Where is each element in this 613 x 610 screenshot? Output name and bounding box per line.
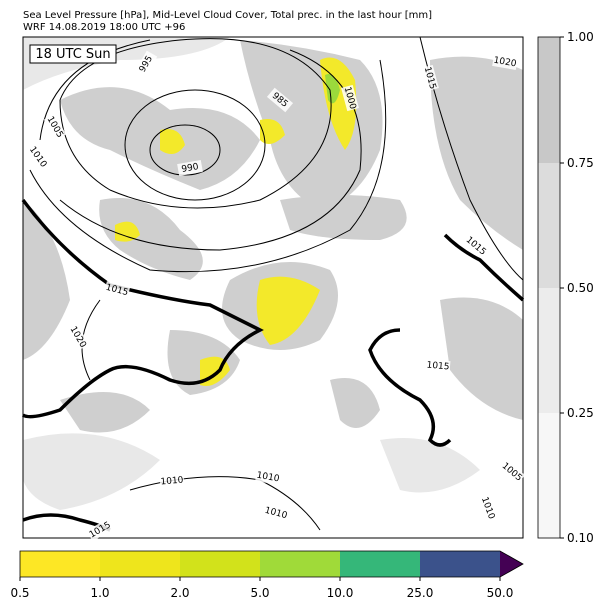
colorbar-extend: [500, 551, 523, 577]
colorbar-tick-label: 0.25: [567, 406, 594, 420]
colorbar-segment: [538, 288, 560, 413]
contour-label-bg: [262, 504, 290, 522]
contour-label: 990: [181, 162, 200, 175]
colorbar-tick-label: 50.0: [487, 586, 514, 600]
colorbar-tick-label: 0.10: [567, 531, 594, 545]
colorbar-tick-label: 10.0: [327, 586, 354, 600]
colorbar-segment: [538, 163, 560, 288]
contour-label-bg: [159, 473, 185, 489]
contour-label-bg: [341, 84, 359, 112]
contour-label-bg: [26, 143, 50, 171]
contour-label-bg: [103, 281, 131, 299]
colorbar-segment: [260, 551, 340, 577]
contour-label-bg: [266, 87, 294, 113]
contour-label-bg: [86, 518, 114, 542]
colorbar-tick-label: 0.50: [567, 281, 594, 295]
title-line: WRF 14.08.2019 18:00 UTC +96: [23, 22, 185, 33]
colorbar-tick-label: 0.5: [10, 586, 29, 600]
contour-label-bg: [492, 54, 518, 70]
colorbar-tick-label: 1.00: [567, 30, 594, 44]
map-frame: [22, 36, 524, 539]
contour-label-bg: [462, 233, 490, 259]
contour-label-bg: [134, 50, 158, 78]
time-label-box: [29, 44, 117, 64]
colorbar-segment: [538, 37, 560, 163]
colorbar-segment: [20, 551, 100, 577]
contour-label-bg: [421, 64, 439, 92]
colorbar-tick-label: 2.0: [170, 586, 189, 600]
contour-label: 1010: [160, 475, 184, 487]
map-panel: 18 UTC Sun: [21, 36, 525, 539]
contour-label-bg: [478, 494, 498, 522]
contour-label: 1010: [256, 471, 281, 485]
colorbar-segment: [100, 551, 180, 577]
colorbar-frame: [19, 550, 524, 578]
colorbar-bottom: [19, 550, 524, 578]
title-line: Sea Level Pressure [hPa], Mid-Level Clou…: [23, 10, 432, 21]
colorbar-segment: [420, 551, 500, 577]
colorbar-tick-label: 5.0: [250, 586, 269, 600]
colorbar-tick-label: 1.0: [90, 586, 109, 600]
colorbar-right: [537, 36, 561, 539]
contour-label: 1015: [426, 361, 450, 373]
contour-label-bg: [43, 113, 67, 141]
colorbar-tick-label: 25.0: [407, 586, 434, 600]
colorbar-segment: [340, 551, 420, 577]
colorbar-segment: [538, 413, 560, 538]
precipitation-heavy: [325, 74, 340, 104]
contour-label-bg: [66, 323, 90, 351]
contour-label-bg: [498, 459, 526, 485]
contour-label-bg: [177, 160, 203, 176]
contour-label-bg: [425, 358, 451, 374]
colorbar-segment: [180, 551, 260, 577]
colorbar-tick-label: 0.75: [567, 156, 594, 170]
time-label: 18 UTC Sun: [35, 47, 110, 62]
contour-label: 1020: [493, 56, 518, 70]
contour-label-bg: [255, 469, 281, 485]
